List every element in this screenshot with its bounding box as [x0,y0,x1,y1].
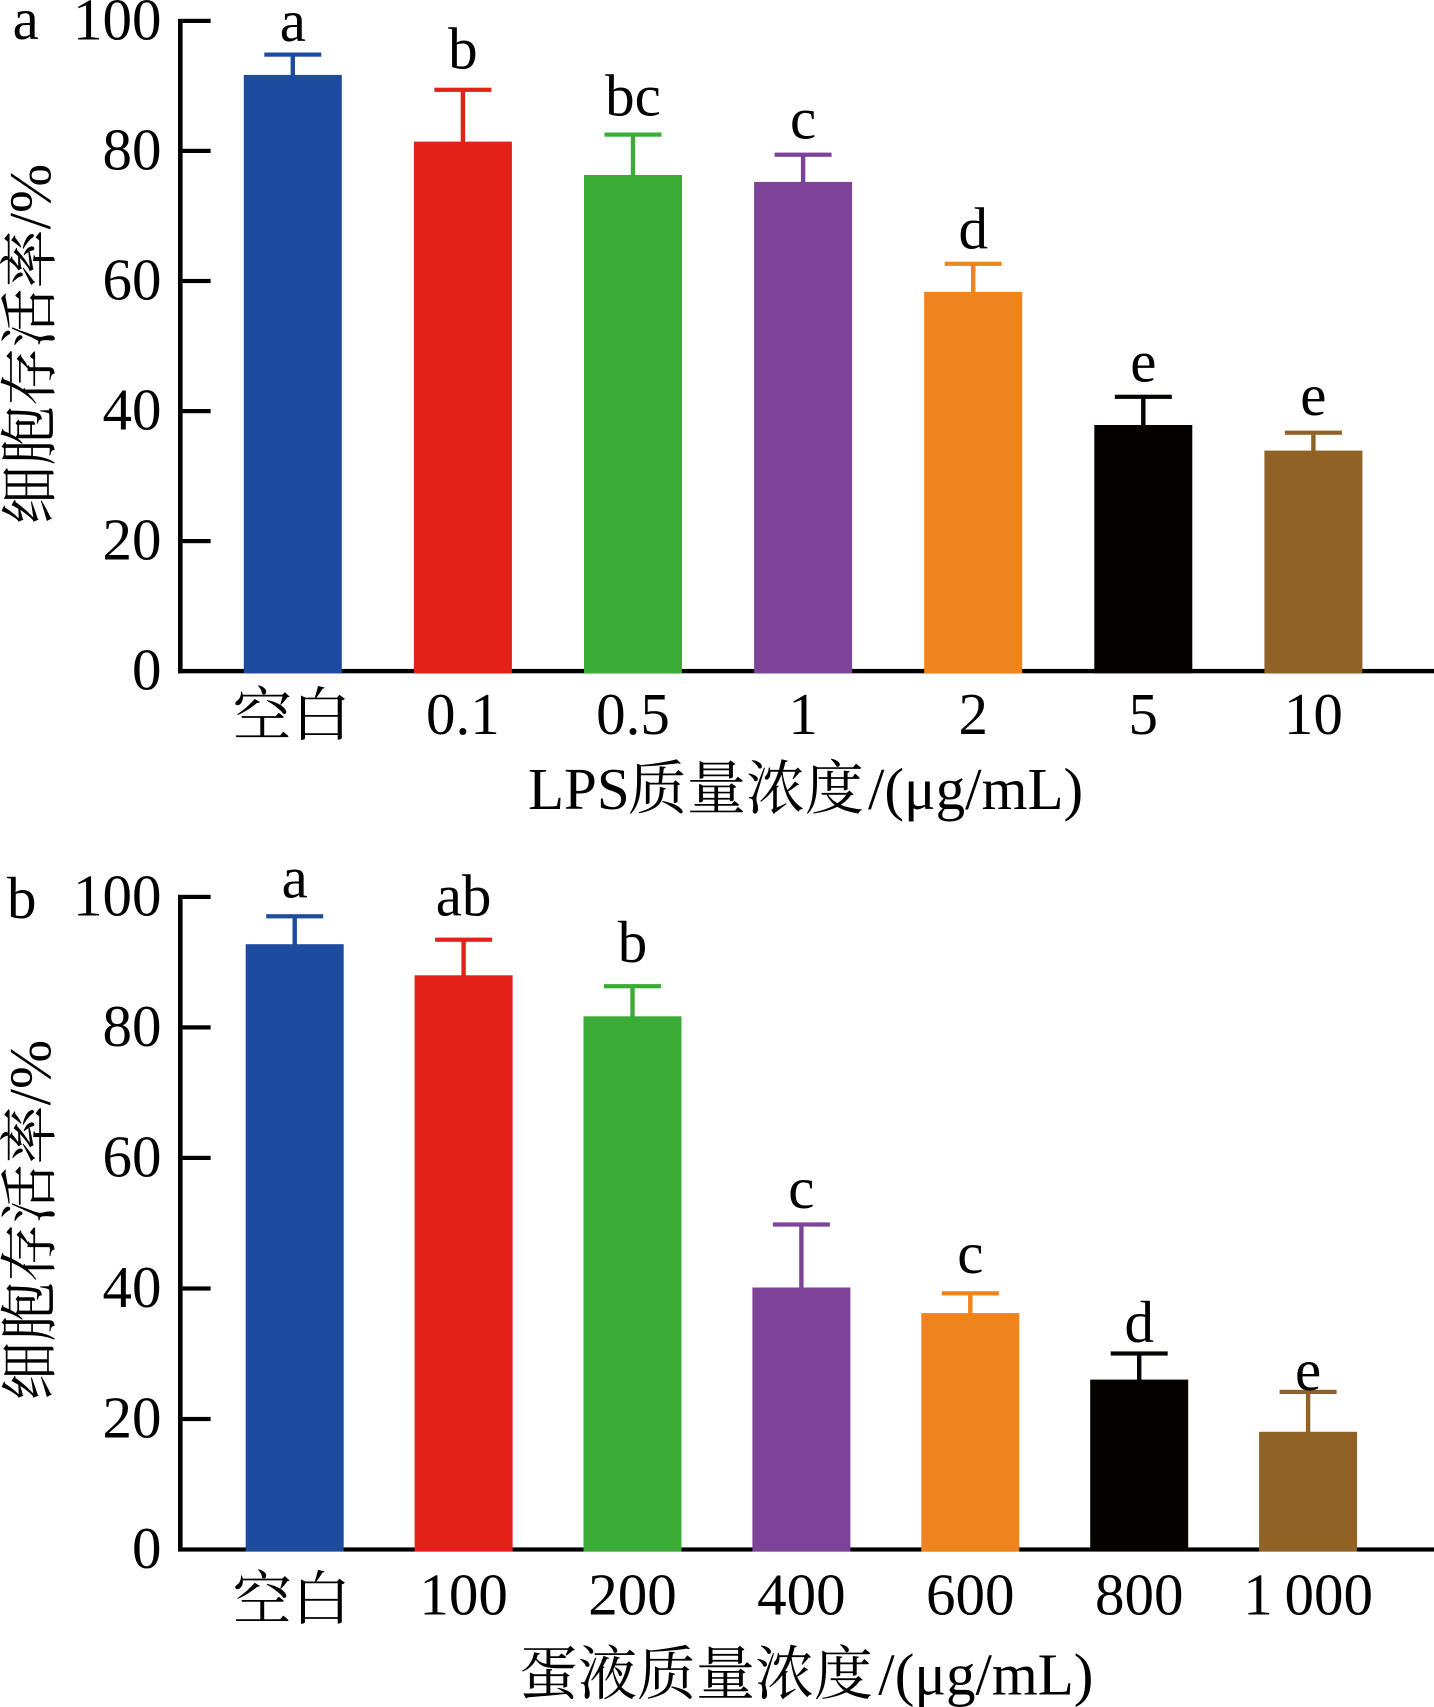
svg-text:d: d [958,195,988,261]
svg-text:0.5: 0.5 [596,681,670,747]
svg-text:80: 80 [103,116,162,182]
svg-text:100: 100 [73,862,162,928]
svg-text:c: c [790,85,816,151]
svg-text:0: 0 [132,637,162,703]
svg-text:ab: ab [436,862,492,928]
svg-text:20: 20 [103,507,162,573]
svg-text:e: e [1130,329,1156,395]
svg-text:a: a [13,0,39,52]
svg-text:a: a [282,845,308,911]
svg-text:a: a [280,0,306,54]
svg-text:/(μg/mL): /(μg/mL) [868,756,1083,822]
svg-text:60: 60 [103,1123,162,1189]
svg-text:2: 2 [958,681,988,747]
svg-text:/%: /% [0,1040,63,1106]
svg-text:200: 200 [588,1562,677,1628]
svg-text:/%: /% [0,164,63,230]
svg-text:e: e [1295,1337,1321,1403]
svg-text:40: 40 [103,1254,162,1320]
svg-text:c: c [788,1155,814,1221]
svg-text:800: 800 [1095,1562,1184,1628]
svg-text:b: b [7,865,37,931]
svg-text:b: b [448,16,478,82]
svg-text:600: 600 [926,1562,1015,1628]
svg-text:80: 80 [103,993,162,1059]
svg-text:0: 0 [132,1515,162,1581]
svg-text:0.1: 0.1 [426,681,500,747]
svg-text:40: 40 [103,377,162,443]
svg-text:400: 400 [757,1562,846,1628]
svg-text:d: d [1124,1289,1154,1355]
svg-text:/(μg/mL): /(μg/mL) [878,1641,1093,1707]
svg-text:10: 10 [1284,681,1343,747]
svg-text:bc: bc [605,63,661,129]
svg-text:5: 5 [1129,681,1159,747]
svg-text:LPS: LPS [528,756,630,822]
svg-text:100: 100 [73,0,162,52]
svg-text:20: 20 [103,1385,162,1451]
svg-text:b: b [618,909,648,975]
svg-text:100: 100 [419,1562,508,1628]
svg-text:60: 60 [103,247,162,313]
svg-text:1: 1 [788,681,818,747]
svg-text:1 000: 1 000 [1243,1562,1373,1628]
svg-text:e: e [1300,362,1326,428]
svg-text:c: c [957,1220,983,1286]
